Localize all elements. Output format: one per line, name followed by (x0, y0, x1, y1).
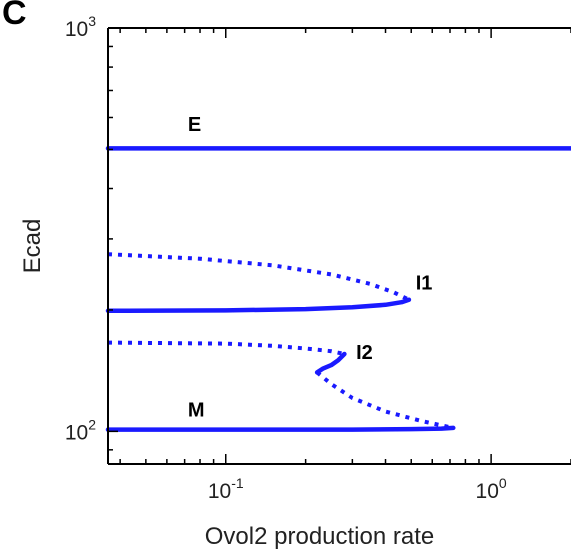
x-tick-label: 10-1 (208, 475, 244, 503)
branch-label-i1: I1 (416, 272, 433, 294)
x-tick-label: 100 (476, 475, 507, 503)
unstable-branch-2 (107, 252, 410, 302)
stable-branch-6 (105, 425, 456, 432)
branch-label-m: M (188, 399, 205, 421)
ticks-layer: 10-1 100 102 103 (65, 13, 571, 503)
stable-branch-4 (314, 351, 347, 375)
y-tick-label: 103 (65, 13, 96, 41)
unstable-branch-3 (107, 340, 345, 356)
series-layer (105, 146, 571, 432)
y-axis-label: Ecad (19, 219, 46, 274)
axes-layer (107, 27, 571, 465)
y-tick-label: 102 (65, 416, 96, 444)
branch-label-e: E (188, 114, 201, 136)
branch-label-i2: I2 (356, 342, 373, 364)
unstable-branch-5 (315, 370, 454, 430)
stable-branch-1 (105, 297, 412, 314)
panel-letter: C (2, 0, 27, 32)
x-axis-label: Ovol2 production rate (205, 523, 434, 550)
annotation-layer: E I1 I2 M (188, 114, 433, 421)
